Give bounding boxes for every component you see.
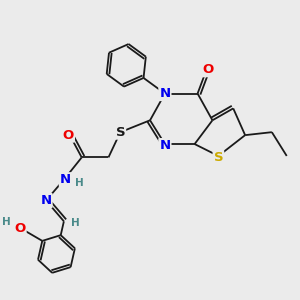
Text: O: O (202, 63, 214, 76)
Text: S: S (214, 151, 223, 164)
Text: H: H (75, 178, 84, 188)
Text: H: H (2, 217, 11, 226)
Text: O: O (63, 129, 74, 142)
Text: S: S (116, 126, 125, 139)
Text: N: N (40, 194, 52, 207)
Text: N: N (60, 173, 71, 186)
Text: O: O (14, 223, 26, 236)
Text: N: N (159, 87, 170, 100)
Text: H: H (71, 218, 80, 228)
Text: N: N (159, 139, 170, 152)
